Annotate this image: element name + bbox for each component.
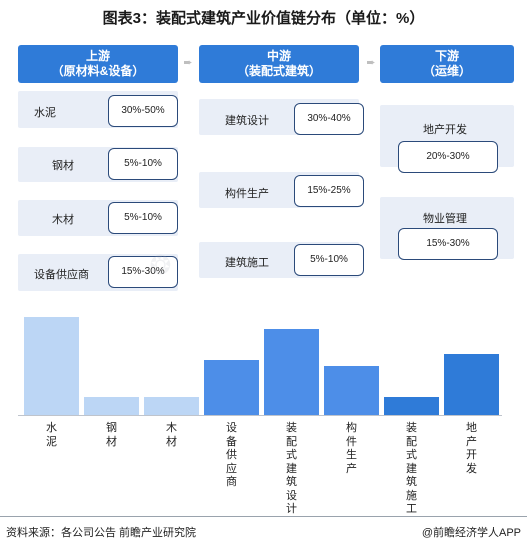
upstream-item-label: 钢材 <box>52 160 74 172</box>
downstream-item-range: 20%-30% <box>398 141 498 173</box>
header-upstream-title: 上游 <box>85 49 110 63</box>
source-note: 资料来源：各公司公告 前瞻产业研究院 <box>6 527 197 539</box>
chart-x-tick-label: 水泥 <box>46 422 57 448</box>
header-midstream-subtitle: （装配式建筑） <box>236 64 321 78</box>
header-downstream-title: 下游 <box>434 49 459 63</box>
header-midstream: 中游 （装配式建筑） <box>199 45 359 83</box>
footer-divider <box>0 516 527 517</box>
chart-bar <box>204 360 259 415</box>
midstream-item-range: 15%-25% <box>294 175 364 207</box>
chart-x-tick-label: 设备供应商 <box>226 422 237 488</box>
chart-x-tick-label: 构件生产 <box>346 422 357 475</box>
chart-bar <box>84 397 139 415</box>
midstream-item-range: 30%-40% <box>294 103 364 135</box>
downstream-item-range: 15%-30% <box>398 228 498 260</box>
header-upstream: 上游 （原材料&设备） <box>18 45 178 83</box>
header-downstream: 下游 （运维） <box>380 45 514 83</box>
arrow-right-icon: ➨ <box>183 57 193 69</box>
chart-x-tick-label: 钢材 <box>106 422 117 448</box>
downstream-item-label: 物业管理 <box>423 213 467 225</box>
chart-bar <box>24 317 79 415</box>
upstream-item-range: 5%-10% <box>108 148 178 180</box>
midstream-item-label: 构件生产 <box>225 188 269 200</box>
chart-bar <box>144 397 199 415</box>
header-midstream-title: 中游 <box>266 49 291 63</box>
midstream-item-range: 5%-10% <box>294 244 364 276</box>
chart-x-tick-label: 木材 <box>166 422 177 448</box>
midstream-item-label: 建筑施工 <box>225 257 269 269</box>
chart-bar <box>264 329 319 415</box>
chart-bar <box>324 366 379 415</box>
header-downstream-subtitle: （运维） <box>422 64 471 78</box>
upstream-item-range: 5%-10% <box>108 202 178 234</box>
midstream-item-label: 建筑设计 <box>225 115 269 127</box>
chart-baseline <box>18 415 502 416</box>
header-upstream-subtitle: （原材料&设备） <box>51 64 145 78</box>
upstream-item-label: 水泥 <box>34 107 56 119</box>
page-title: 图表3：装配式建筑产业价值链分布（单位：%） <box>102 10 425 27</box>
upstream-item-range: 15%-30% <box>108 256 178 288</box>
upstream-item-label: 木材 <box>52 214 74 226</box>
chart-x-tick-label: 装配式建筑设计 <box>286 422 297 515</box>
upstream-item-label: 设备供应商 <box>34 269 89 281</box>
chart-bar <box>444 354 499 415</box>
credit-note: @前瞻经济学人APP <box>421 527 521 539</box>
chart-bar <box>384 397 439 415</box>
chart-x-tick-label: 地产开发 <box>466 422 477 475</box>
downstream-item-label: 地产开发 <box>423 124 467 136</box>
chart-x-tick-label: 装配式建筑施工 <box>406 422 417 515</box>
arrow-right-icon: ➨ <box>366 57 376 69</box>
upstream-item-range: 30%-50% <box>108 95 178 127</box>
